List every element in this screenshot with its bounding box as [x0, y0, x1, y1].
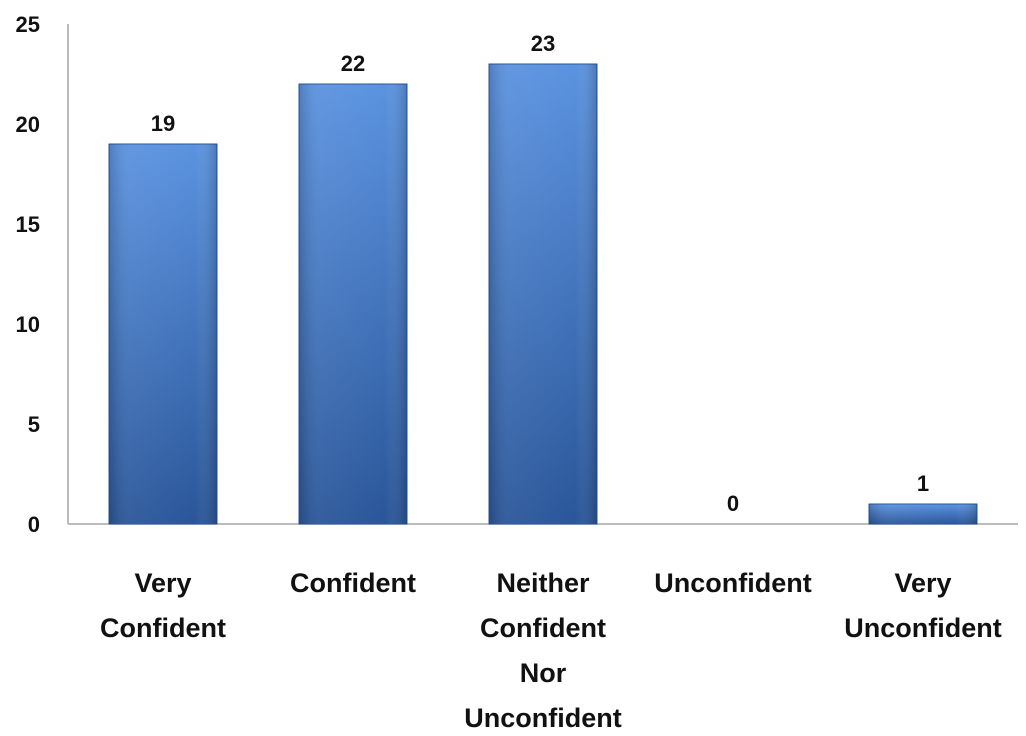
category-label: Confident [290, 568, 416, 598]
bar-shading [489, 64, 597, 524]
data-label: 0 [727, 491, 739, 516]
bar-shading [869, 504, 977, 524]
data-label: 22 [341, 51, 365, 76]
data-label: 23 [531, 31, 555, 56]
bar-shading [299, 84, 407, 524]
bars [108, 63, 978, 525]
y-tick-label: 0 [28, 512, 40, 537]
bar-shading [109, 144, 217, 524]
y-tick-labels: 0 5 10 15 20 25 [16, 12, 40, 537]
data-label: 1 [917, 471, 929, 496]
y-tick-label: 5 [28, 412, 40, 437]
data-label: 19 [151, 111, 175, 136]
y-tick-label: 10 [16, 312, 40, 337]
category-label: Unconfident [654, 568, 811, 598]
category-labels: Very Confident Confident Neither Confident No… [100, 568, 1002, 733]
category-label: Very Confident [100, 568, 226, 643]
y-tick-label: 20 [16, 112, 40, 137]
category-label: Neither Confident Nor Unconfident [464, 568, 621, 733]
y-tick-label: 25 [16, 12, 40, 37]
data-labels: 19 22 23 0 1 [151, 31, 929, 516]
y-tick-label: 15 [16, 212, 40, 237]
category-label: Very Unconfident [844, 568, 1001, 643]
